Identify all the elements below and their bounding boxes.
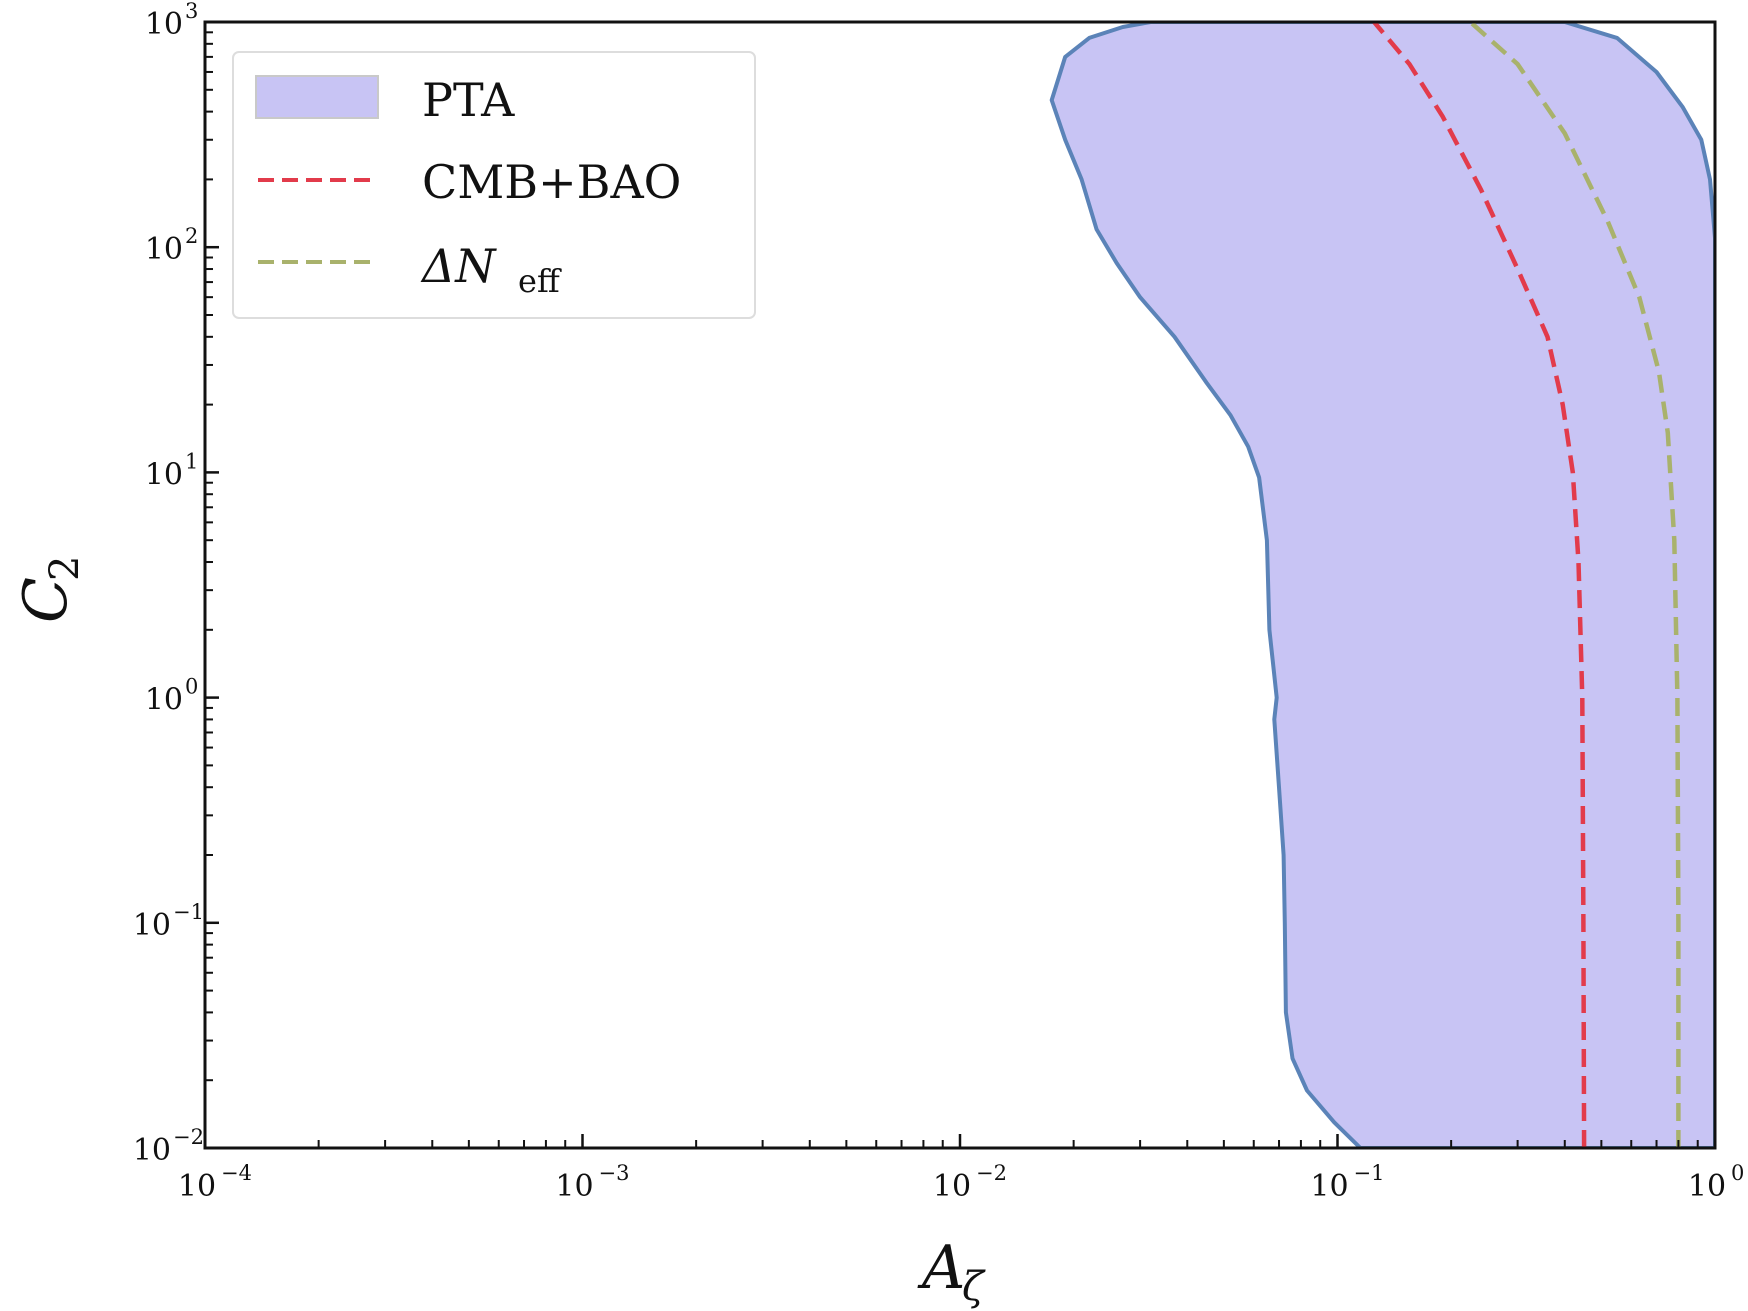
- plot-area: [1049, 22, 1715, 1148]
- plot-frame: [203, 20, 1717, 1150]
- y-tick-label-exp: −1: [173, 900, 204, 924]
- x-tick-label: 10: [1688, 1169, 1726, 1204]
- cmb-bao-line: [1372, 22, 1587, 1148]
- y-tick-label-exp: 0: [185, 675, 198, 699]
- pta-region: [1049, 22, 1715, 1148]
- y-tick-label: 10: [145, 457, 183, 492]
- y-tick-label-exp: 2: [185, 224, 198, 248]
- y-axis-label-sub: 2: [42, 556, 88, 581]
- x-tick-label: 10: [933, 1169, 971, 1204]
- y-tick-label: 10: [133, 1133, 171, 1168]
- x-tick-label-exp: −1: [1354, 1161, 1385, 1185]
- x-axis-label: A ζ: [917, 1233, 986, 1310]
- legend-label-pta: PTA: [422, 73, 515, 127]
- x-axis-label-sub: ζ: [962, 1264, 986, 1310]
- y-tick-label-exp: 3: [185, 0, 198, 23]
- x-tick-label-exp: −3: [599, 1161, 630, 1185]
- x-tick-label-exp: −2: [976, 1161, 1007, 1185]
- legend-label-delta-neff-sub: eff: [518, 262, 562, 300]
- delta-neff-line: [1468, 22, 1681, 1148]
- x-tick-label-exp: 0: [1731, 1161, 1744, 1185]
- y-axis-label: C 2: [11, 556, 88, 623]
- legend-swatch-pta: [255, 75, 379, 119]
- legend-label-cmb-bao: CMB+BAO: [422, 155, 681, 209]
- x-tick-label: 10: [1310, 1169, 1348, 1204]
- legend-label-delta-neff: ΔN: [420, 239, 497, 293]
- y-tick-label: 10: [145, 683, 183, 718]
- y-tick-label: 10: [133, 908, 171, 943]
- y-tick-label: 10: [145, 232, 183, 267]
- x-tick-label: 10: [178, 1169, 216, 1204]
- y-tick-label-exp: −2: [173, 1125, 204, 1149]
- x-axis-label-main: A: [917, 1233, 965, 1303]
- y-tick-label-exp: 1: [185, 449, 198, 473]
- legend: PTA CMB+BAO ΔN eff: [232, 51, 756, 319]
- y-tick-label: 10: [145, 7, 183, 42]
- y-axis-label-main: C: [11, 577, 81, 623]
- x-tick-label-exp: −4: [221, 1161, 252, 1185]
- x-tick-label: 10: [555, 1169, 593, 1204]
